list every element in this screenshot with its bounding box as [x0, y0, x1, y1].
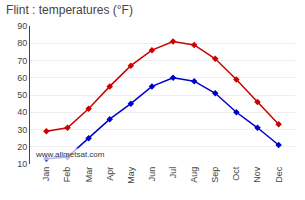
svg-text:Flint : temperatures (°F): Flint : temperatures (°F) — [6, 3, 133, 17]
svg-text:Jun: Jun — [147, 167, 157, 182]
svg-text:20: 20 — [17, 142, 27, 152]
svg-text:Sep: Sep — [210, 167, 220, 183]
svg-text:50: 50 — [17, 90, 27, 100]
svg-text:40: 40 — [17, 107, 27, 117]
svg-text:80: 80 — [17, 38, 27, 48]
svg-text:Aug: Aug — [189, 167, 199, 183]
svg-text:Jul: Jul — [168, 167, 178, 179]
svg-text:60: 60 — [17, 73, 27, 83]
svg-text:90: 90 — [17, 21, 27, 31]
svg-text:30: 30 — [17, 125, 27, 135]
svg-text:70: 70 — [17, 56, 27, 66]
svg-text:Nov: Nov — [252, 166, 262, 183]
svg-text:Apr: Apr — [105, 167, 115, 181]
svg-text:Feb: Feb — [62, 167, 72, 183]
svg-text:May: May — [126, 166, 136, 184]
svg-text:Oct: Oct — [231, 166, 241, 181]
svg-text:Jan: Jan — [41, 167, 51, 182]
svg-text:www.allmetsat.com: www.allmetsat.com — [35, 150, 105, 159]
svg-text:Mar: Mar — [84, 167, 94, 183]
svg-text:Dec: Dec — [274, 166, 284, 183]
svg-text:10: 10 — [17, 159, 27, 169]
